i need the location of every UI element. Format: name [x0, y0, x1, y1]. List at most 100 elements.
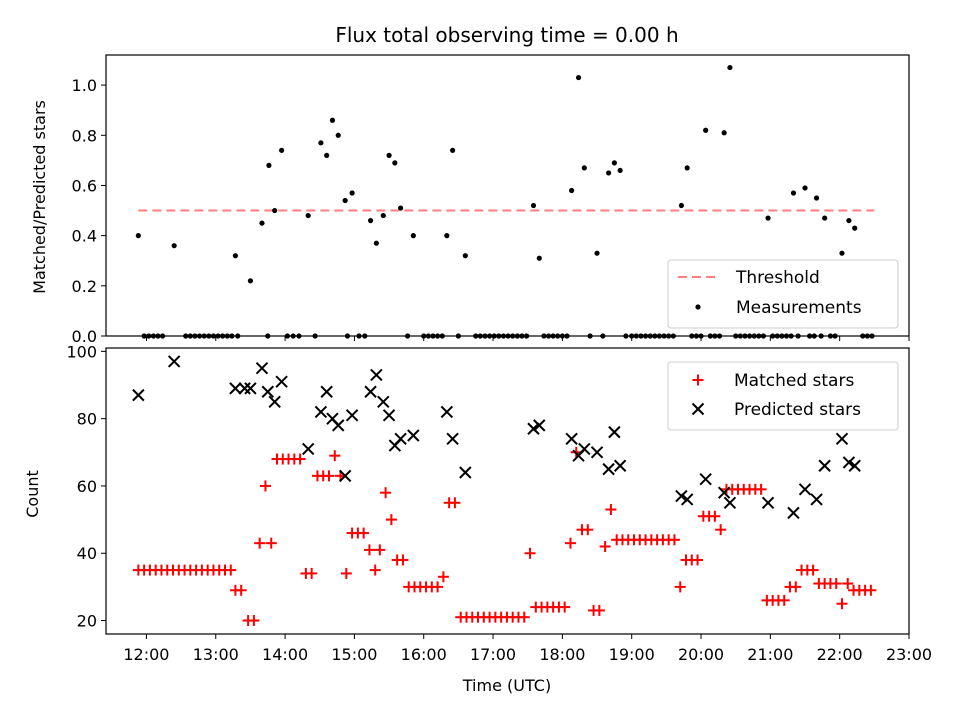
- predicted-star-point: [132, 388, 145, 402]
- matched-star-point: [778, 594, 790, 606]
- measurement-point: [324, 152, 330, 158]
- x-axis-label: Time (UTC): [462, 676, 551, 695]
- predicted-star-point: [818, 459, 831, 472]
- matched-star-point: [518, 611, 530, 623]
- legend-matched-marker: [692, 374, 704, 386]
- measurement-point: [852, 225, 858, 231]
- matched-star-point: [605, 504, 617, 516]
- chart-title: Flux total observing time = 0.00 h: [335, 23, 678, 47]
- matched-star-point: [865, 584, 877, 596]
- measurement-point: [839, 250, 845, 256]
- predicted-star-point: [167, 355, 181, 368]
- measurement-point: [822, 215, 828, 221]
- predicted-star-point: [842, 456, 856, 469]
- predicted-star-point: [761, 496, 775, 509]
- predicted-star-point: [446, 432, 459, 446]
- measurement-point: [569, 187, 575, 194]
- predicted-star-point: [798, 483, 812, 496]
- top-panel: Flux total observing time = 0.00 h Match…: [30, 23, 910, 346]
- matched-star-point: [248, 615, 260, 627]
- measurement-point: [349, 190, 355, 196]
- measurement-point: [329, 117, 336, 123]
- matched-star-point: [842, 578, 854, 590]
- measurement-point: [721, 130, 727, 136]
- predicted-star-point: [459, 466, 472, 479]
- predicted-star-point: [613, 459, 627, 472]
- top-legend: Threshold Measurements: [667, 259, 899, 329]
- matched-star-point: [582, 524, 594, 536]
- x-tick-label: 23:00: [886, 645, 932, 664]
- matched-star-point: [830, 578, 842, 590]
- matched-star-point: [437, 571, 449, 583]
- x-tick-label: 12:00: [123, 645, 169, 664]
- measurement-point: [247, 278, 254, 284]
- legend-predicted-marker: [691, 402, 705, 416]
- x-tick-label: 15:00: [331, 645, 377, 664]
- predicted-star-point: [394, 432, 407, 446]
- matched-star-point: [225, 564, 237, 576]
- top-legend-box: [667, 259, 899, 329]
- matched-star-point: [432, 581, 444, 593]
- legend-threshold-label: Threshold: [735, 268, 820, 288]
- x-tick-label: 17:00: [470, 645, 516, 664]
- top-y-axis-label: Matched/Predicted stars: [30, 100, 49, 294]
- x-tick-label: 21:00: [747, 645, 793, 664]
- matched-star-point: [692, 554, 704, 566]
- matched-star-point: [358, 527, 370, 539]
- predicted-star-point: [229, 382, 242, 395]
- predicted-star-point: [680, 493, 694, 506]
- measurement-point: [765, 215, 771, 221]
- measurement-point: [790, 190, 797, 196]
- predicted-star-point: [261, 385, 274, 398]
- measurement-point: [410, 233, 416, 239]
- measurement-point: [444, 233, 450, 239]
- predicted-star-point: [608, 425, 621, 439]
- predicted-stars-points: [132, 355, 861, 520]
- predicted-star-point: [268, 395, 281, 409]
- top-y-tick-label: 0.6: [72, 176, 97, 195]
- measurement-point: [335, 132, 341, 138]
- measurement-point: [617, 167, 623, 174]
- measurement-point: [342, 197, 348, 204]
- predicted-star-point: [255, 361, 269, 375]
- predicted-star-point: [301, 442, 315, 456]
- measurement-point: [611, 160, 617, 166]
- bottom-y-tick-label: 40: [77, 544, 97, 563]
- predicted-star-point: [602, 462, 615, 476]
- matched-star-point: [294, 453, 306, 465]
- x-tick-label: 13:00: [193, 645, 239, 664]
- bottom-y-ticks: 20 40 60 80 100: [66, 342, 106, 631]
- matched-star-point: [363, 544, 375, 556]
- bottom-y-tick-label: 20: [77, 612, 97, 631]
- measurement-point: [171, 243, 177, 249]
- matched-star-point: [564, 537, 576, 549]
- measurement-point: [450, 147, 456, 153]
- top-y-tick-label: 0.2: [72, 277, 97, 296]
- measurement-point: [727, 64, 733, 71]
- measurement-point: [279, 147, 285, 153]
- predicted-star-point: [382, 409, 396, 422]
- matched-star-point: [397, 554, 409, 566]
- measurement-point: [575, 74, 582, 81]
- bottom-y-tick-label: 100: [66, 342, 97, 361]
- bottom-axes-frame: [105, 347, 910, 635]
- matched-star-point: [807, 564, 819, 576]
- x-tick-label: 16:00: [401, 645, 447, 664]
- predicted-star-point: [345, 409, 359, 422]
- predicted-star-point: [407, 429, 420, 442]
- predicted-star-point: [527, 422, 540, 435]
- matched-star-point: [674, 581, 686, 593]
- predicted-star-point: [338, 469, 352, 483]
- predicted-star-point: [314, 405, 328, 419]
- matched-star-point: [790, 581, 802, 593]
- matched-star-point: [755, 483, 767, 495]
- measurement-point: [367, 217, 374, 224]
- top-axes-frame: [105, 54, 910, 337]
- matched-star-point: [254, 537, 266, 549]
- measurement-point: [703, 127, 709, 133]
- predicted-star-point: [717, 486, 731, 499]
- x-tick-label: 14:00: [262, 645, 308, 664]
- measurement-point: [684, 165, 690, 171]
- matched-star-point: [340, 567, 352, 579]
